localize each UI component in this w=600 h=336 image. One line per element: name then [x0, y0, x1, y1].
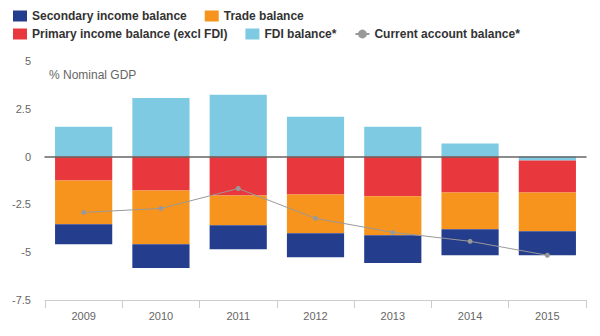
svg-text:0: 0 [25, 151, 31, 163]
svg-text:-2.5: -2.5 [12, 198, 31, 210]
svg-text:5: 5 [25, 55, 31, 67]
svg-text:Trade balance: Trade balance [224, 9, 304, 23]
svg-text:2010: 2010 [149, 310, 173, 322]
svg-text:2015: 2015 [535, 310, 559, 322]
svg-text:Secondary income balance: Secondary income balance [32, 9, 187, 23]
svg-text:2011: 2011 [226, 310, 250, 322]
svg-text:2013: 2013 [381, 310, 405, 322]
svg-text:-5: -5 [21, 246, 31, 258]
svg-text:% Nominal GDP: % Nominal GDP [49, 68, 136, 82]
svg-text:2009: 2009 [71, 310, 95, 322]
svg-text:-7.5: -7.5 [12, 294, 31, 306]
svg-text:FDI balance*: FDI balance* [264, 27, 336, 41]
svg-text:Primary income balance (excl F: Primary income balance (excl FDI) [32, 27, 227, 41]
svg-text:2014: 2014 [458, 310, 482, 322]
svg-text:Current account balance*: Current account balance* [374, 27, 520, 41]
svg-text:2.5: 2.5 [16, 103, 31, 115]
svg-text:2012: 2012 [303, 310, 327, 322]
